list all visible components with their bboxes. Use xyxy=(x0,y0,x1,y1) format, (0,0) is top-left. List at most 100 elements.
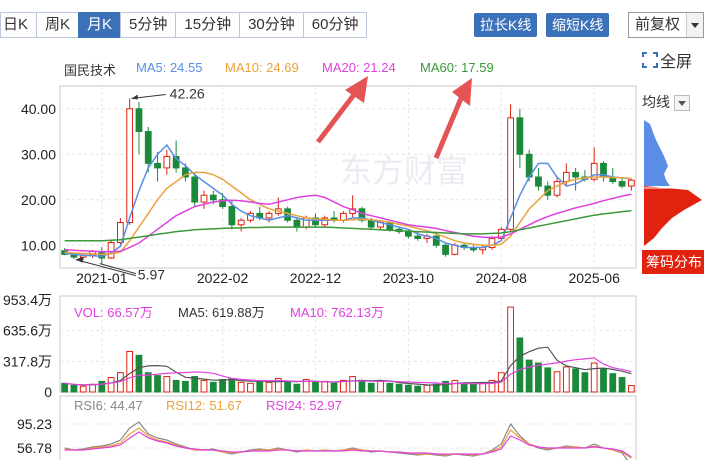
vol-ma10-legend: MA10: 762.13万 xyxy=(290,305,384,320)
fullscreen-label: 全屏 xyxy=(660,54,693,71)
tab-period-2[interactable]: 月K xyxy=(78,12,121,38)
volume-bar xyxy=(627,385,635,393)
tab-period-0[interactable]: 日K xyxy=(0,12,37,38)
tab-period-3[interactable]: 5分钟 xyxy=(120,12,176,38)
rsi6-line xyxy=(64,421,629,460)
volume-bar xyxy=(395,383,403,393)
candle xyxy=(154,162,161,169)
tab-period-1[interactable]: 周K xyxy=(36,12,79,38)
volume-bar xyxy=(61,382,69,393)
volume-bar xyxy=(349,376,357,393)
volume-bar xyxy=(107,377,115,393)
candle xyxy=(107,242,115,259)
volume-bar xyxy=(525,359,533,393)
volume-bar xyxy=(358,379,366,393)
chevron-down-icon xyxy=(686,13,703,37)
volume-bar xyxy=(135,354,143,393)
volume-bar xyxy=(470,383,477,393)
rsi24-legend: RSI24: 52.97 xyxy=(266,398,342,413)
stretch-kline-button[interactable]: 拉长K线 xyxy=(474,13,538,37)
volume-bar xyxy=(237,381,245,393)
volume-bar xyxy=(544,367,552,393)
volume-bar xyxy=(442,380,449,393)
candle xyxy=(442,244,449,255)
price-y-tick: 40.00 xyxy=(21,101,56,117)
volume-bar xyxy=(516,337,524,393)
candle xyxy=(293,219,301,228)
candle xyxy=(126,108,134,223)
arrow-icon xyxy=(452,78,472,106)
tab-period-6[interactable]: 60分钟 xyxy=(302,12,368,38)
tab-period-4[interactable]: 15分钟 xyxy=(175,12,240,38)
fullscreen-button[interactable]: 全屏 xyxy=(642,48,692,72)
x-tick: 2021-01 xyxy=(76,270,128,286)
period-tabs: 日K 周K 月K 5分钟 15分钟 30分钟 60分钟 xyxy=(0,12,368,38)
chevron-down-icon xyxy=(674,95,690,112)
volume-bar xyxy=(247,382,254,393)
volume-bar xyxy=(562,366,570,393)
low-marker-line xyxy=(99,263,136,275)
x-tick: 2022-12 xyxy=(290,270,342,286)
candle xyxy=(488,237,496,249)
ma60-legend: MA60: 17.59 xyxy=(420,60,494,75)
ma20-legend: MA20: 21.24 xyxy=(322,60,396,75)
x-tick: 2022-02 xyxy=(197,270,249,286)
rsi24-line xyxy=(64,431,632,458)
volume-bar xyxy=(256,380,264,393)
chip-distribution-chart xyxy=(642,114,704,252)
volume-panel-frame xyxy=(59,295,637,393)
volume-bar xyxy=(377,380,384,393)
volume-bar xyxy=(618,377,626,393)
volume-bar xyxy=(302,378,310,393)
volume-bar xyxy=(191,376,199,393)
ma10-legend: MA10: 24.69 xyxy=(225,60,299,75)
volume-bar xyxy=(479,382,487,393)
volume-bar xyxy=(89,383,96,393)
volume-y-tick: 635.6万 xyxy=(3,323,52,339)
chip-distribution-button[interactable]: 筹码分布 xyxy=(642,250,704,274)
adjust-select[interactable]: 前复权 xyxy=(628,12,704,38)
candle xyxy=(627,179,635,187)
volume-y-tick: 953.4万 xyxy=(3,292,52,308)
adjust-select-value: 前复权 xyxy=(635,16,681,33)
volume-bar xyxy=(330,382,338,393)
arrow-icon xyxy=(131,94,138,100)
candle xyxy=(144,131,152,164)
volume-bar xyxy=(507,306,514,393)
candle xyxy=(618,181,626,187)
volume-bar xyxy=(200,379,208,393)
volume-y-tick: 0 xyxy=(44,384,52,400)
rsi6-legend: RSI6: 44.47 xyxy=(74,398,143,413)
avg-line-label: 均线 xyxy=(642,94,670,110)
vol-ma5-legend: MA5: 619.88万 xyxy=(178,305,265,320)
candle xyxy=(265,212,273,219)
volume-bar xyxy=(182,380,189,393)
volume-bar xyxy=(386,382,394,393)
rsi12-legend: RSI12: 51.67 xyxy=(166,398,242,413)
candle xyxy=(182,167,189,178)
price-y-tick: 30.00 xyxy=(21,146,56,162)
watermark: 东方财富 xyxy=(340,153,468,189)
x-tick: 2025-06 xyxy=(568,270,620,286)
shrink-kline-button[interactable]: 缩短K线 xyxy=(546,13,610,37)
candle xyxy=(312,217,319,226)
rsi12-line xyxy=(64,427,632,459)
volume-bar xyxy=(219,378,226,393)
volume-bar xyxy=(460,382,468,393)
candle xyxy=(451,244,459,255)
candle xyxy=(321,217,329,226)
volume-bar xyxy=(367,382,375,393)
ma-line-ma10 xyxy=(64,171,632,256)
volume-bar xyxy=(163,376,171,393)
tab-period-5[interactable]: 30分钟 xyxy=(239,12,303,38)
avg-line-select[interactable]: 均线 xyxy=(642,92,690,112)
candle xyxy=(553,181,561,196)
candle xyxy=(228,206,236,226)
vol-legend: VOL: 66.57万 xyxy=(74,305,153,320)
volume-bar xyxy=(432,383,440,393)
volume-bar xyxy=(488,379,496,393)
volume-bar xyxy=(79,385,87,393)
volume-bar xyxy=(321,380,329,393)
volume-bar xyxy=(414,385,422,393)
